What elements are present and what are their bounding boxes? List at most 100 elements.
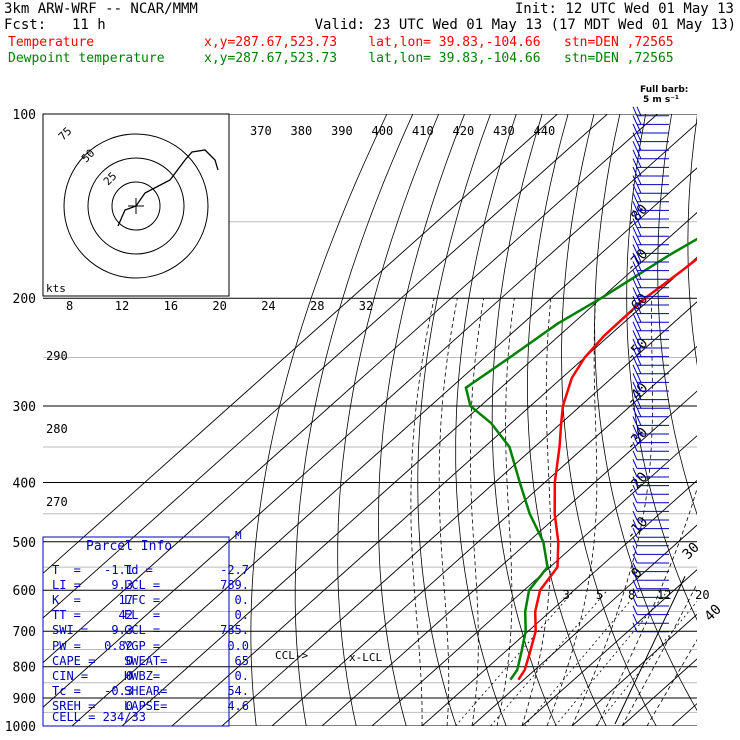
isotherm--40 bbox=[271, 345, 697, 726]
wind-barb-flag-37-0 bbox=[632, 398, 638, 409]
hodograph-ring-0 bbox=[111, 181, 161, 231]
wind-barb-flag-56-0 bbox=[632, 562, 638, 572]
wind-barb-flag-14-0 bbox=[632, 201, 638, 211]
theta-label-390: 390 bbox=[331, 124, 353, 138]
parcel-row-1-col-1: 9.3 bbox=[111, 578, 133, 593]
parcel-row-5-col-2: YGP = bbox=[124, 638, 161, 653]
wind-barb-34 bbox=[632, 373, 669, 383]
wind-barb-flag-41-1 bbox=[636, 433, 642, 443]
wind-barb-flag-39-0 bbox=[632, 416, 638, 426]
wind-barb-9 bbox=[632, 158, 669, 168]
left-theta-label-280: 280 bbox=[46, 422, 68, 436]
pressure-tick-200: 200 bbox=[13, 292, 36, 307]
parcel-row-6-col-2: SWEAT= bbox=[124, 653, 168, 668]
left-theta-label-270: 270 bbox=[46, 495, 68, 509]
wind-barb-45 bbox=[632, 467, 669, 478]
wind-barb-flag-50-0 bbox=[632, 510, 638, 521]
isotherm--60 bbox=[171, 256, 697, 726]
wind-barb-38 bbox=[632, 407, 669, 418]
parcel-row-6-col-0: CAPE = bbox=[52, 653, 96, 668]
wind-barb-17 bbox=[632, 226, 669, 237]
mixing-ratio-label-12: 12 bbox=[657, 588, 671, 602]
theta-label-380: 380 bbox=[291, 124, 313, 138]
wind-barb-flag-47-0 bbox=[632, 484, 638, 495]
parcel-row-8-col-2: SHEAR= bbox=[124, 683, 168, 698]
wind-barb-flag-24-1 bbox=[636, 287, 642, 297]
moist-adiabat-15 bbox=[546, 298, 598, 726]
wind-barb-63 bbox=[632, 622, 669, 633]
wind-barb-39 bbox=[632, 416, 669, 426]
pressure-tick-800: 800 bbox=[13, 661, 36, 676]
wind-barb-58 bbox=[632, 579, 669, 590]
wind-barb-21 bbox=[632, 261, 669, 272]
wind-barb-40 bbox=[632, 424, 669, 435]
wind-barb-30 bbox=[632, 338, 669, 349]
ccl-mark: CCL-> bbox=[275, 649, 308, 662]
wind-barb-flag-34-0 bbox=[632, 373, 638, 383]
parcel-row-1-col-2: LCL = bbox=[124, 578, 161, 593]
wind-barb-31 bbox=[632, 347, 669, 358]
wind-barb-flag-17-1 bbox=[636, 226, 642, 237]
isotherm-50 bbox=[722, 114, 740, 726]
parcel-row-0-col-1: -1.1 bbox=[104, 563, 133, 577]
moist-adiabat--10 bbox=[410, 298, 435, 726]
wind-barb-61 bbox=[632, 605, 669, 616]
parcel-row-8-col-0: Tc = bbox=[52, 683, 81, 698]
wind-barb-33 bbox=[632, 364, 669, 375]
fcst-label: Fcst: bbox=[4, 17, 47, 33]
moist-adiabat-20 bbox=[571, 298, 653, 726]
wind-barb-flag-54-0 bbox=[632, 545, 638, 555]
parcel-row-8-col-1: -0.3 bbox=[104, 683, 133, 698]
wind-barb-flag-31-0 bbox=[632, 347, 638, 357]
parcel-row-5-col-0: PW = bbox=[52, 638, 81, 653]
wind-barb-flag-18-1 bbox=[636, 235, 642, 246]
wind-barb-10 bbox=[632, 166, 669, 177]
dry-adiabat-350 bbox=[687, 114, 697, 367]
wind-barb-36 bbox=[632, 390, 669, 401]
mixing-ratio-3 bbox=[455, 589, 575, 726]
wind-barb-flag-26-0 bbox=[632, 304, 638, 314]
wind-barb-3 bbox=[632, 106, 669, 117]
parcel-row-0-col-3: -2.7 bbox=[220, 563, 249, 577]
wind-barb-flag-30-0 bbox=[632, 338, 638, 349]
parcel-row-5-col-1: 0.82 bbox=[104, 638, 133, 653]
wind-barb-flag-38-0 bbox=[632, 407, 638, 418]
parcel-row-6-col-3: 65 bbox=[234, 653, 249, 668]
wind-barb-flag-38-1 bbox=[636, 407, 642, 418]
theta-label-430: 430 bbox=[493, 124, 515, 138]
wind-barb-flag-3-1 bbox=[636, 106, 642, 117]
wind-barb-flag-55-0 bbox=[632, 553, 638, 564]
wind-barb-flag-33-0 bbox=[632, 364, 638, 375]
legend-dewpoint-name: Dewpoint temperature bbox=[8, 51, 165, 66]
wind-barb-flag-61-0 bbox=[632, 605, 638, 615]
wind-barb-flag-6-0 bbox=[632, 132, 638, 142]
isotherm-label--30: -30 bbox=[623, 425, 652, 455]
wind-barb-flag-27-1 bbox=[636, 312, 642, 323]
wind-barb-flag-40-0 bbox=[632, 424, 638, 435]
wind-barb-flag-40-1 bbox=[636, 424, 642, 435]
wind-barb-20 bbox=[632, 252, 669, 263]
mixing-ratio-5 bbox=[490, 589, 608, 726]
wind-barb-18 bbox=[632, 235, 669, 246]
valid-time: Valid: 23 UTC Wed 01 May 13 (17 MDT Wed … bbox=[314, 17, 736, 33]
dry-adiabat-340 bbox=[657, 114, 697, 516]
wind-barb-13 bbox=[632, 192, 669, 203]
pressure-tick-500: 500 bbox=[13, 536, 36, 551]
parcel-row-3-col-0: TT = bbox=[52, 608, 81, 623]
wind-barb-32 bbox=[632, 355, 669, 366]
parcel-row-9-col-2: LAPSE= bbox=[124, 698, 168, 713]
hodograph-trace bbox=[117, 149, 219, 227]
wind-barb-flag-23-0 bbox=[632, 278, 638, 289]
series-temperature bbox=[517, 257, 697, 681]
parcel-row-1-col-0: LI = bbox=[52, 578, 81, 593]
wind-barb-flag-7-1 bbox=[636, 140, 642, 151]
dry-adiabat-260 bbox=[378, 114, 465, 726]
moist-adiabat-35 bbox=[646, 639, 697, 726]
init-time: Init: 12 UTC Wed 01 May 13 bbox=[514, 1, 734, 17]
isotherm-0 bbox=[471, 524, 697, 726]
isotherm-10 bbox=[521, 569, 697, 726]
dry-adiabat-330 bbox=[626, 114, 697, 621]
wind-barb-46 bbox=[632, 476, 669, 487]
wind-barb-flag-6-1 bbox=[636, 132, 642, 142]
parcel-row-8-col-3: 54. bbox=[227, 683, 249, 698]
